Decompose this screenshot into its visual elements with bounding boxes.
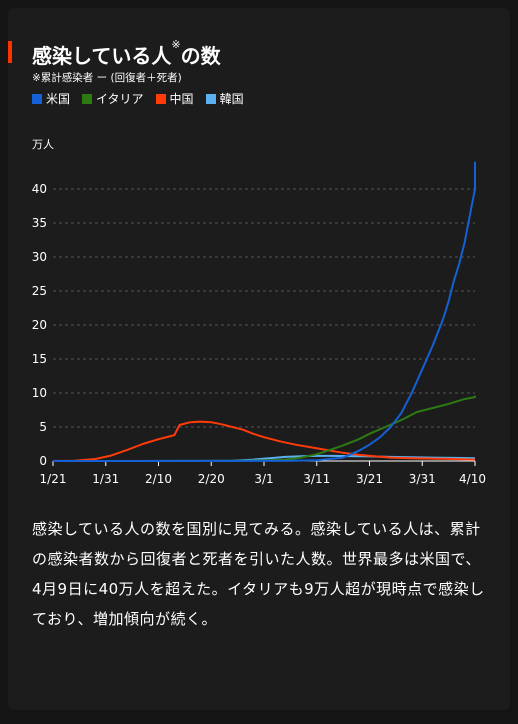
legend-label: 韓国 xyxy=(219,92,244,106)
series-line xyxy=(52,161,476,462)
title-accent-bar xyxy=(8,41,12,63)
x-tick-label: 1/21 xyxy=(40,472,67,486)
chart-title: 感染している人※の数 xyxy=(32,38,221,68)
legend-item-us: 米国 xyxy=(32,90,70,107)
legend-label: イタリア xyxy=(96,92,144,106)
x-tick-label: 1/31 xyxy=(92,472,119,486)
legend-swatch xyxy=(155,93,166,104)
chart-subtitle: ※累計感染者 ー (回復者＋死者) xyxy=(32,72,182,84)
y-tick-label: 40 xyxy=(32,182,47,196)
legend: 米国 イタリア 中国 韓国 xyxy=(32,90,244,107)
y-tick-label: 15 xyxy=(32,352,47,366)
y-tick-label: 10 xyxy=(32,386,47,400)
legend-item-china: 中国 xyxy=(155,90,194,107)
y-tick-label: 20 xyxy=(32,318,47,332)
x-tick-label: 3/1 xyxy=(254,472,273,486)
legend-item-korea: 韓国 xyxy=(205,90,244,107)
y-tick-label: 35 xyxy=(32,216,47,230)
x-tick-label: 2/10 xyxy=(145,472,172,486)
x-tick-label: 2/20 xyxy=(198,472,225,486)
legend-swatch xyxy=(205,93,216,104)
series-line xyxy=(53,395,476,462)
x-tick-label: 4/10 xyxy=(459,472,486,486)
description-text: 感染している人の数を国別に見てみる。感染している人は、累計の感染者数から回復者と… xyxy=(32,520,485,628)
y-unit-label: 万人 xyxy=(32,138,54,151)
y-tick-label: 25 xyxy=(32,284,47,298)
legend-swatch xyxy=(32,93,42,104)
legend-item-italy: イタリア xyxy=(82,90,144,107)
y-tick-label: 0 xyxy=(39,454,47,468)
y-tick-label: 30 xyxy=(32,250,47,264)
legend-label: 中国 xyxy=(169,92,194,106)
legend-swatch xyxy=(82,93,93,104)
y-tick-label: 5 xyxy=(39,420,47,434)
legend-label: 米国 xyxy=(46,92,71,106)
series-line xyxy=(52,420,476,462)
x-tick-label: 3/31 xyxy=(409,472,436,486)
x-tick-label: 3/11 xyxy=(303,472,330,486)
x-tick-label: 3/21 xyxy=(356,472,383,486)
